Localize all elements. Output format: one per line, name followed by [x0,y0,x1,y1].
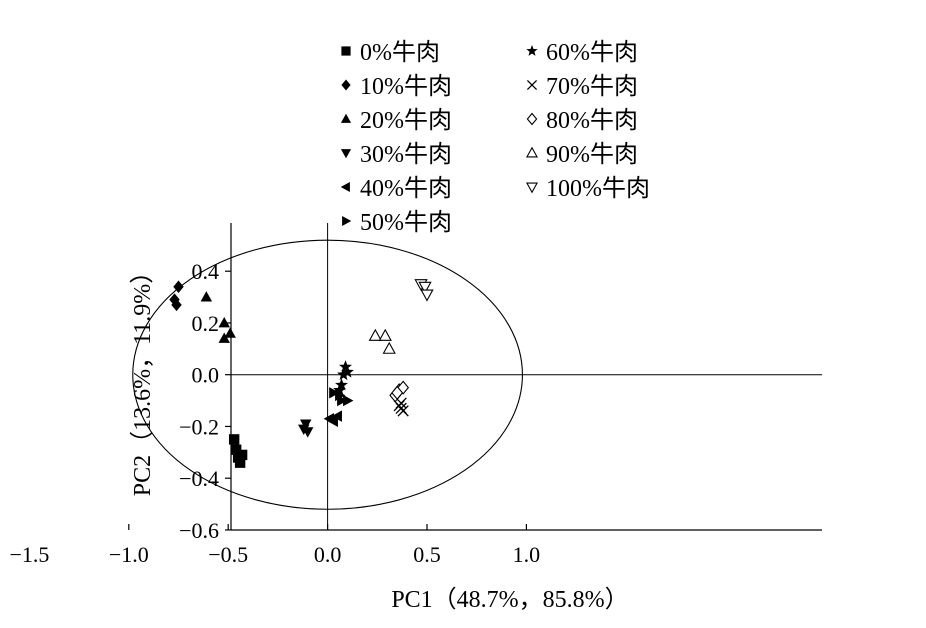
legend-item: 100%牛肉 [526,175,650,202]
data-point [397,405,409,417]
legend-label: 50%牛肉 [360,209,452,236]
data-point [391,385,404,400]
legend-item: 80%牛肉 [526,107,638,134]
legend-label: 30%牛肉 [360,141,452,168]
series-4 [323,410,342,427]
y-tick-label: −0.6 [179,518,219,543]
data-point [393,400,405,412]
x-tick-label: 0.0 [314,542,342,567]
data-point [236,449,248,461]
y-tick-label: 0.0 [192,363,220,388]
y-tick-label: −0.2 [179,414,219,439]
y-axis-title: PC2（13.6%，11.9%） [130,260,156,496]
legend-item: 90%牛肉 [526,141,638,168]
legend-label: 70%牛肉 [546,73,638,100]
series-7 [393,397,409,417]
series-8 [389,380,410,403]
legend-item: 70%牛肉 [526,73,638,100]
legend-item: 30%牛肉 [340,141,452,168]
legend-marker [526,112,538,126]
data-point [218,316,230,328]
data-point [224,327,236,338]
legend-marker [526,182,538,194]
series-6 [333,360,354,396]
series-2 [200,291,236,343]
data-point [418,281,432,294]
data-point [335,378,348,391]
series-3 [298,419,314,438]
data-point [302,427,314,438]
data-point [200,291,213,302]
data-point [343,394,354,407]
data-point [341,365,354,378]
data-point [228,434,240,445]
data-point [333,383,346,396]
legend-label: 0%牛肉 [360,39,440,66]
data-point [323,412,335,425]
legend-marker [526,45,538,56]
x-tick-label: 1.0 [513,542,541,567]
data-point [173,280,184,293]
legend-label: 90%牛肉 [546,141,638,168]
data-point [378,328,392,341]
legend-item: 60%牛肉 [526,39,638,66]
series-9 [368,328,396,354]
legend-marker [341,46,351,56]
data-point [420,289,434,302]
data-point [329,387,340,399]
x-axis-title: PC1（48.7%，85.8%） [391,587,628,613]
data-point [339,360,352,373]
legend-label: 10%牛肉 [360,73,452,100]
legend-marker [526,79,538,91]
data-point [368,328,382,341]
legend-item: 40%牛肉 [340,175,452,202]
legend-label: 20%牛肉 [360,107,452,134]
legend-label: 80%牛肉 [546,107,638,134]
legend-marker [340,113,352,123]
y-tick-label: 0.2 [192,311,220,336]
data-point [218,332,230,343]
legend-label: 60%牛肉 [546,39,638,66]
legend-item: 50%牛肉 [342,209,452,236]
data-point [230,444,242,455]
data-point [171,298,182,312]
legend-label: 100%牛肉 [546,175,650,202]
legend-item: 0%牛肉 [341,39,440,66]
data-point [337,367,350,381]
data-point [234,457,246,468]
x-tick-label: 0.5 [413,542,441,567]
x-tick-label: −1.0 [109,542,149,567]
legend-marker [342,215,352,227]
legend-item: 20%牛肉 [340,107,452,134]
series-0 [228,434,248,468]
y-tick-label: −0.4 [179,466,219,491]
y-tick-label: 0.4 [192,259,220,284]
legend-marker [341,79,351,91]
series-10 [414,279,434,302]
legend-label: 40%牛肉 [360,175,452,202]
x-tick-label: −0.5 [208,542,248,567]
legend-marker [340,181,350,193]
legend-item: 10%牛肉 [341,73,452,100]
x-tick-label: −1.5 [9,542,49,567]
data-point [382,341,396,354]
data-point [331,410,342,422]
legend-marker [526,146,538,158]
series-1 [169,280,184,312]
legend-marker [340,149,352,159]
